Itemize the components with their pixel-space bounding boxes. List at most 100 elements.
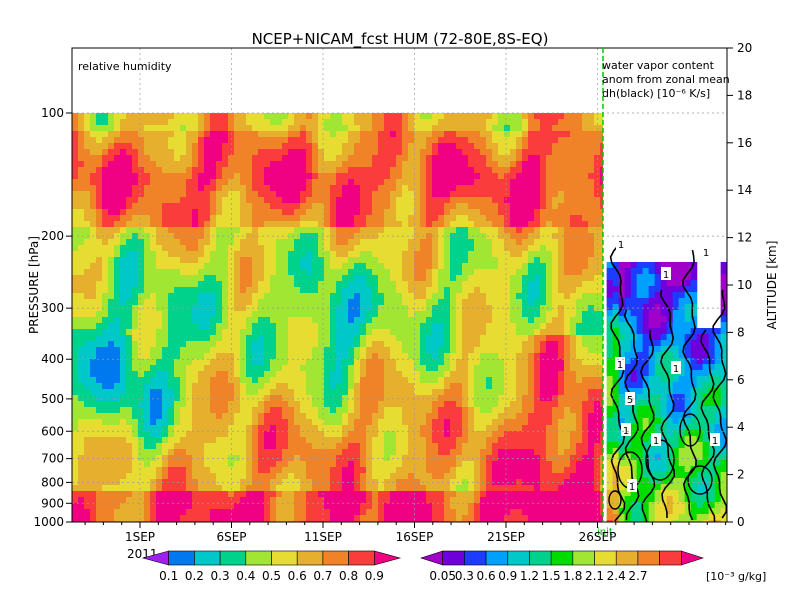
rh-cell (396, 233, 403, 240)
rh-cell (420, 431, 427, 438)
rh-cell (606, 119, 613, 126)
rh-cell (372, 329, 379, 336)
rh-cell (150, 431, 157, 438)
rh-cell (84, 293, 91, 300)
rh-cell (504, 401, 511, 408)
rh-cell (210, 155, 217, 162)
rh-cell (534, 143, 541, 150)
rh-cell (396, 137, 403, 144)
rh-cell (468, 389, 475, 396)
rh-cell (264, 275, 271, 282)
rh-cell (162, 251, 169, 258)
rh-cell (252, 137, 259, 144)
rh-cell (432, 377, 439, 384)
rh-cell (78, 119, 85, 126)
rh-cell (486, 359, 493, 366)
rh-cell (522, 437, 529, 444)
rh-cell (414, 167, 421, 174)
rh-cell (600, 323, 603, 330)
rh-cell (180, 317, 187, 324)
rh-cell (546, 431, 553, 438)
rh-cell (138, 395, 145, 402)
rh-cell (276, 227, 283, 234)
rh-cell (168, 341, 175, 348)
rh-cell (474, 119, 481, 126)
rh-cell (72, 299, 79, 306)
rh-cell (192, 221, 199, 228)
rh-cell (72, 443, 79, 450)
rh-cell (300, 173, 307, 180)
rh-cell (432, 299, 439, 306)
rh-cell (606, 215, 613, 222)
rh-cell (360, 437, 367, 444)
rh-cell (522, 419, 529, 426)
rh-cell (282, 143, 289, 150)
rh-cell (480, 347, 487, 354)
rh-cell (540, 383, 547, 390)
rh-cell (330, 287, 337, 294)
rh-cell (192, 347, 199, 354)
rh-cell (318, 137, 325, 144)
rh-cell (486, 347, 493, 354)
rh-cell (372, 239, 379, 246)
rh-cell (282, 353, 289, 360)
rh-cell (342, 131, 349, 138)
rh-cell (264, 209, 271, 216)
rh-cell (198, 113, 205, 120)
rh-cell (354, 347, 361, 354)
rh-cell (600, 185, 603, 192)
rh-cell (96, 191, 103, 198)
rh-cell (288, 269, 295, 276)
rh-cell (330, 263, 337, 270)
rh-cell (354, 401, 361, 408)
rh-cell (600, 401, 603, 408)
rh-cell (510, 263, 517, 270)
rh-cell (210, 281, 217, 288)
rh-cell (402, 185, 409, 192)
rh-cell (576, 347, 583, 354)
rh-cell (558, 335, 565, 342)
rh-cell (354, 215, 361, 222)
rh-cell (576, 113, 583, 120)
rh-cell (564, 275, 571, 282)
rh-cell (276, 287, 283, 294)
rh-cell (246, 293, 253, 300)
rh-cell (138, 137, 145, 144)
rh-cell (558, 143, 565, 150)
rh-cell (450, 395, 457, 402)
rh-cell (558, 113, 565, 120)
rh-cell (276, 311, 283, 318)
rh-cell (276, 197, 283, 204)
rh-cell (276, 125, 283, 132)
rh-cell (138, 377, 145, 384)
rh-cell (138, 155, 145, 162)
rh-cell (540, 359, 547, 366)
rh-cell (510, 269, 517, 276)
rh-cell (426, 395, 433, 402)
rh-cell (540, 419, 547, 426)
rh-cell (354, 173, 361, 180)
rh-cell (378, 221, 385, 228)
rh-cell (582, 149, 589, 156)
rh-cell (210, 197, 217, 204)
rh-cell (252, 251, 259, 258)
rh-cell (102, 161, 109, 168)
rh-cell (300, 269, 307, 276)
rh-cell (102, 191, 109, 198)
rh-cell (90, 143, 97, 150)
rh-cell (180, 263, 187, 270)
rh-cell (192, 167, 199, 174)
rh-cell (132, 269, 139, 276)
rh-cell (114, 269, 121, 276)
rh-cell (132, 323, 139, 330)
rh-cell (342, 113, 349, 120)
rh-cell (252, 305, 259, 312)
rh-cell (234, 335, 241, 342)
rh-cell (570, 347, 577, 354)
rh-cell (318, 347, 325, 354)
rh-cell (576, 281, 583, 288)
rh-cell (336, 245, 343, 252)
rh-cell (432, 263, 439, 270)
rh-cell (480, 413, 487, 420)
rh-cell (408, 137, 415, 144)
